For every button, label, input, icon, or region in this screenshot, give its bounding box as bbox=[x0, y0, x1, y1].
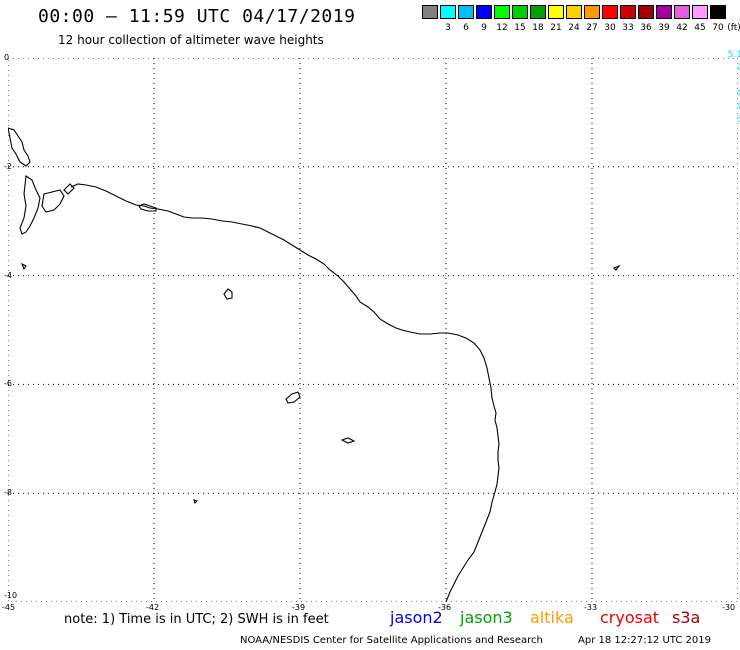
legend-label: 15 bbox=[514, 23, 526, 33]
legend-swatch bbox=[476, 5, 492, 19]
x-tick-label: -45 bbox=[2, 603, 16, 612]
satellite-label-altika: altika bbox=[530, 608, 574, 627]
island-5 bbox=[20, 262, 27, 271]
legend-swatch bbox=[566, 5, 582, 19]
legend-label: 6 bbox=[463, 23, 469, 33]
legend-swatch bbox=[494, 5, 510, 19]
y-tick-label: -10 bbox=[4, 591, 18, 600]
legend-swatch bbox=[584, 5, 600, 19]
legend-label: 3 bbox=[445, 23, 451, 33]
y-tick-label: -4 bbox=[4, 270, 12, 280]
y-tick-label: -2 bbox=[4, 161, 12, 171]
coastline-main bbox=[70, 183, 500, 602]
right-value: 4 bbox=[736, 102, 740, 112]
legend-label: 9 bbox=[481, 23, 487, 33]
x-tick-label: -30 bbox=[722, 603, 736, 612]
coastline-west-fragment-3 bbox=[41, 189, 65, 213]
legend-label: 39 bbox=[658, 23, 670, 33]
y-tick-label: -6 bbox=[4, 379, 12, 389]
island-3 bbox=[285, 391, 301, 404]
coastline bbox=[8, 127, 621, 602]
map-subtitle: 12 hour collection of altimeter wave hei… bbox=[58, 33, 324, 47]
legend-swatch bbox=[602, 5, 618, 19]
map-grid bbox=[8, 58, 738, 602]
satellite-label-cryosat: cryosat bbox=[600, 608, 660, 627]
legend-swatch bbox=[674, 5, 690, 19]
satellite-label-jason2: jason2 bbox=[390, 608, 443, 627]
legend-label: 70 bbox=[712, 23, 724, 33]
wave-height-map bbox=[8, 58, 738, 602]
legend-swatch bbox=[458, 5, 474, 19]
legend-swatch bbox=[548, 5, 564, 19]
y-tick-label: -8 bbox=[4, 488, 12, 498]
y-tick-label: 0 bbox=[4, 53, 10, 62]
satellite-label-jason3: jason3 bbox=[460, 608, 513, 627]
legend-swatch bbox=[512, 5, 528, 19]
legend-swatch bbox=[710, 5, 726, 19]
note-text: note: 1) Time is in UTC; 2) SWH is in fe… bbox=[64, 612, 329, 627]
x-tick-label: -42 bbox=[146, 603, 160, 612]
legend-unit: (ft) bbox=[727, 23, 740, 33]
legend-label: 30 bbox=[604, 23, 616, 33]
legend-swatch bbox=[620, 5, 636, 19]
legend-swatch bbox=[422, 5, 438, 19]
coastline-west-fragment-4 bbox=[63, 183, 75, 195]
map-background bbox=[8, 58, 738, 602]
legend-label: 12 bbox=[496, 23, 508, 33]
satellite-label-s3a: s3a bbox=[672, 608, 701, 627]
footer-timestamp: Apr 18 12:27:12 UTC 2019 bbox=[578, 635, 711, 646]
legend-label: 24 bbox=[568, 23, 580, 33]
island-2 bbox=[223, 288, 233, 300]
x-tick-label: -39 bbox=[292, 603, 306, 612]
legend-label: 45 bbox=[694, 23, 706, 33]
legend-swatch bbox=[656, 5, 672, 19]
legend-label: 33 bbox=[622, 23, 634, 33]
x-tick-label: -36 bbox=[438, 603, 452, 612]
legend-swatch bbox=[440, 5, 456, 19]
island-6 bbox=[193, 499, 199, 505]
map-title: 00:00 – 11:59 UTC 04/17/2019 bbox=[38, 6, 356, 27]
coastline-west-fragment-2 bbox=[19, 175, 41, 235]
legend-swatch bbox=[530, 5, 546, 19]
coastline-west-fragment-1 bbox=[8, 127, 31, 167]
legend-swatch bbox=[638, 5, 654, 19]
color-legend: 3 6 9 12 15 18 21 24 27 30 33 36 39 42 45 70 (ft) bbox=[422, 5, 740, 35]
legend-swatch bbox=[692, 5, 708, 19]
right-value: 4 bbox=[736, 89, 740, 99]
legend-label: 21 bbox=[550, 23, 562, 33]
legend-label: 42 bbox=[676, 23, 688, 33]
island-7 bbox=[613, 264, 621, 271]
footer-credit: NOAA/NESDIS Center for Satellite Applica… bbox=[240, 635, 543, 646]
legend-label: 18 bbox=[532, 23, 544, 33]
island-4 bbox=[340, 437, 356, 444]
right-value: 5.1 bbox=[727, 50, 740, 60]
legend-label: 36 bbox=[640, 23, 652, 33]
island-1 bbox=[138, 203, 157, 212]
legend-label: 27 bbox=[586, 23, 598, 33]
x-tick-label: -33 bbox=[584, 603, 598, 612]
right-value: 5 bbox=[736, 115, 740, 125]
